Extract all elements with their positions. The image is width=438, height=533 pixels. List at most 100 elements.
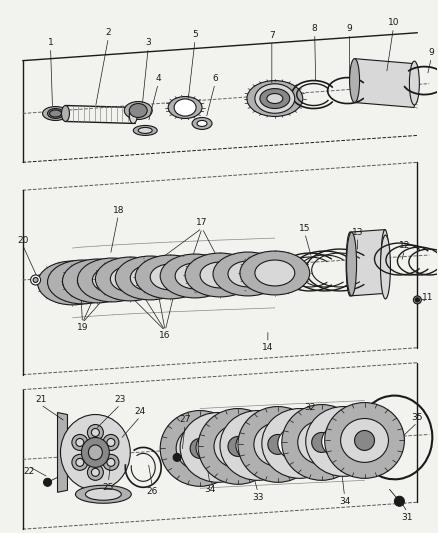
Circle shape [173,454,181,462]
Polygon shape [355,59,414,108]
Ellipse shape [180,413,256,482]
Text: 27: 27 [180,415,191,424]
Circle shape [103,434,119,450]
Circle shape [43,478,52,486]
Ellipse shape [260,88,290,109]
Ellipse shape [42,107,68,120]
Text: 22: 22 [23,467,34,476]
Ellipse shape [220,410,296,480]
Ellipse shape [160,410,240,486]
Text: 7: 7 [269,31,275,40]
Ellipse shape [190,439,210,458]
Ellipse shape [228,437,248,456]
Text: 20: 20 [17,236,28,245]
Ellipse shape [135,255,205,299]
Text: 9: 9 [347,25,353,33]
Ellipse shape [197,120,207,126]
Text: 13: 13 [352,228,363,237]
Ellipse shape [175,263,215,289]
Text: 16: 16 [159,332,171,340]
Ellipse shape [168,96,202,118]
Text: 24: 24 [134,407,146,416]
Circle shape [33,278,38,282]
Ellipse shape [53,270,92,296]
Circle shape [31,275,41,285]
Ellipse shape [174,99,196,116]
Text: 25: 25 [102,483,114,492]
Ellipse shape [133,125,157,135]
Text: 32: 32 [304,403,315,412]
Ellipse shape [247,80,303,117]
Ellipse shape [298,421,346,464]
Text: 26: 26 [147,487,158,496]
Circle shape [76,458,84,466]
Circle shape [88,424,103,440]
Ellipse shape [124,101,152,119]
Ellipse shape [262,409,338,478]
Text: 12: 12 [399,240,410,249]
Ellipse shape [63,269,102,295]
Ellipse shape [63,259,132,303]
Ellipse shape [48,109,64,118]
Ellipse shape [160,254,230,298]
Ellipse shape [130,265,170,291]
Ellipse shape [78,268,117,294]
Ellipse shape [60,415,130,490]
Ellipse shape [115,256,185,300]
Text: 15: 15 [299,224,311,232]
Ellipse shape [278,425,321,462]
Ellipse shape [110,266,150,292]
Ellipse shape [88,445,102,460]
Ellipse shape [236,427,280,463]
Ellipse shape [355,431,374,450]
Circle shape [395,496,404,506]
Ellipse shape [321,424,366,459]
Circle shape [92,429,99,437]
Ellipse shape [176,426,224,470]
Ellipse shape [341,418,389,462]
Ellipse shape [192,117,212,130]
Circle shape [107,439,115,447]
Text: 6: 6 [212,74,218,83]
Ellipse shape [138,127,152,133]
Text: 19: 19 [77,324,88,332]
Ellipse shape [95,257,165,301]
Ellipse shape [267,94,283,103]
Polygon shape [57,413,67,492]
Ellipse shape [78,258,147,302]
Ellipse shape [92,267,132,293]
Text: 23: 23 [115,395,126,404]
Ellipse shape [129,103,147,117]
Polygon shape [350,230,385,296]
Ellipse shape [254,423,302,466]
Text: 14: 14 [262,343,274,352]
Ellipse shape [213,252,283,296]
Ellipse shape [200,262,240,288]
Text: 18: 18 [113,206,124,215]
Ellipse shape [346,232,354,296]
Ellipse shape [381,230,389,293]
Ellipse shape [240,251,310,295]
Ellipse shape [282,405,361,480]
Ellipse shape [75,486,131,503]
Ellipse shape [312,432,332,453]
Circle shape [92,469,99,477]
Text: 31: 31 [402,513,413,522]
Text: 3: 3 [145,38,151,47]
Text: 4: 4 [155,74,161,83]
Ellipse shape [38,261,107,305]
Text: 1: 1 [48,38,53,47]
Text: 9: 9 [428,48,434,57]
Text: 5: 5 [192,30,198,39]
Ellipse shape [48,260,117,304]
Text: 33: 33 [252,493,264,502]
Ellipse shape [49,110,61,117]
Ellipse shape [410,61,419,105]
Circle shape [88,464,103,480]
Ellipse shape [185,253,255,297]
Ellipse shape [196,430,240,465]
Text: 8: 8 [312,25,318,33]
Text: 34: 34 [205,485,216,494]
Ellipse shape [85,488,121,500]
Circle shape [72,455,88,470]
